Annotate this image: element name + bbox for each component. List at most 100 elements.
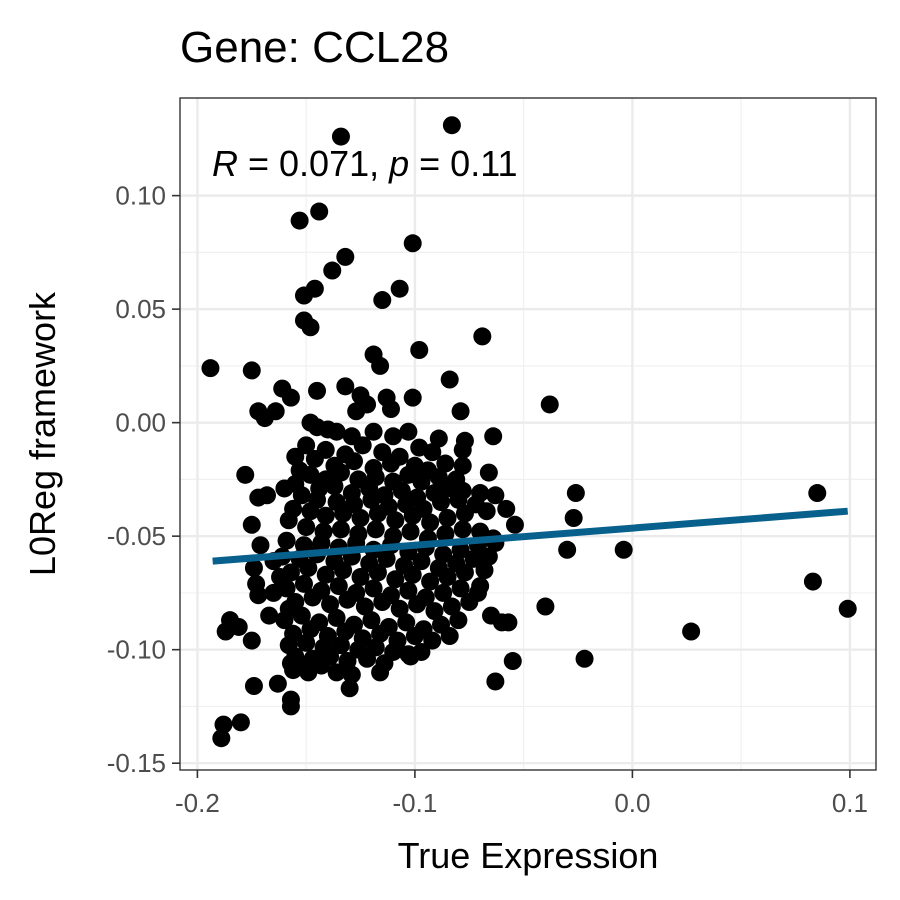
- data-point: [421, 572, 440, 591]
- data-point: [453, 520, 472, 539]
- data-point: [301, 318, 320, 337]
- data-point: [499, 613, 518, 632]
- data-point: [451, 402, 470, 421]
- data-point: [392, 481, 411, 500]
- plot-panel-border: [179, 97, 877, 771]
- data-point: [297, 518, 316, 537]
- data-point: [336, 247, 355, 266]
- data-point: [368, 563, 387, 582]
- x-tick-label: -0.1: [392, 788, 437, 818]
- data-point: [358, 395, 377, 414]
- regression-line: [212, 507, 848, 565]
- data-point: [327, 663, 346, 682]
- y-axis-title: L0Reg framework: [22, 291, 63, 576]
- data-point: [290, 211, 309, 230]
- data-point: [327, 422, 346, 441]
- data-point: [292, 606, 311, 625]
- data-point: [340, 679, 359, 698]
- data-point: [371, 663, 390, 682]
- data-point: [249, 586, 268, 605]
- data-point: [449, 611, 468, 630]
- data-point: [336, 622, 355, 641]
- data-point: [358, 649, 377, 668]
- data-point: [575, 649, 594, 668]
- data-point: [381, 454, 400, 473]
- data-point: [536, 597, 555, 616]
- data-point: [479, 547, 498, 566]
- data-point: [281, 388, 300, 407]
- data-point: [323, 261, 342, 280]
- data-point: [390, 599, 409, 618]
- data-point: [212, 729, 231, 748]
- data-points: [201, 116, 857, 748]
- y-tick-label: 0.00: [115, 408, 166, 438]
- data-point: [301, 620, 320, 639]
- chart-title: Gene: CCL28: [180, 23, 449, 72]
- data-point: [321, 595, 340, 614]
- data-point: [438, 509, 457, 527]
- data-point: [475, 561, 494, 580]
- data-point: [325, 477, 344, 496]
- data-point: [405, 627, 424, 646]
- data-point: [231, 713, 250, 732]
- data-point: [297, 633, 316, 652]
- data-point: [434, 545, 453, 564]
- data-point: [264, 583, 283, 602]
- data-point: [316, 565, 335, 584]
- data-point: [201, 359, 220, 378]
- data-point: [364, 579, 383, 598]
- data-point: [497, 499, 516, 518]
- data-point: [440, 627, 459, 646]
- data-point: [279, 511, 298, 530]
- data-point: [455, 504, 474, 523]
- data-point: [299, 558, 318, 577]
- data-point: [484, 427, 503, 446]
- data-point: [401, 647, 420, 666]
- data-point: [301, 413, 320, 432]
- data-point: [377, 549, 396, 568]
- y-tick-label: 0.05: [115, 294, 166, 324]
- data-point: [236, 465, 255, 484]
- data-point: [342, 665, 361, 684]
- data-point: [294, 536, 313, 555]
- y-tick-label: -0.05: [107, 521, 166, 551]
- data-point: [331, 463, 350, 482]
- data-point: [338, 590, 357, 609]
- data-point: [453, 456, 472, 475]
- data-point: [503, 652, 522, 671]
- data-point: [442, 116, 461, 135]
- x-axis-title: True Expression: [398, 835, 659, 876]
- data-point: [268, 674, 287, 693]
- data-point: [399, 422, 418, 441]
- data-point: [338, 652, 357, 671]
- data-point: [486, 672, 505, 691]
- data-point: [432, 493, 450, 512]
- data-point: [412, 552, 431, 571]
- data-point: [362, 611, 381, 630]
- data-point: [473, 327, 492, 346]
- data-point: [440, 370, 459, 389]
- data-point: [386, 570, 405, 589]
- data-point: [331, 636, 350, 655]
- y-tick-label: 0.10: [115, 181, 166, 211]
- data-point: [329, 577, 348, 596]
- p-symbol: p: [388, 143, 409, 184]
- data-point: [408, 595, 427, 614]
- data-point: [434, 583, 453, 602]
- data-point: [281, 697, 300, 716]
- data-point: [275, 611, 294, 630]
- data-point: [331, 127, 350, 146]
- data-point: [479, 463, 498, 482]
- correlation-annotation: R = 0.071, p = 0.11: [212, 143, 518, 184]
- x-axis: -0.2 -0.1 0.0 0.1: [175, 770, 868, 818]
- data-point: [301, 502, 320, 521]
- data-point: [244, 677, 263, 695]
- data-point: [412, 472, 431, 491]
- fit-line: [212, 507, 848, 565]
- data-point: [242, 515, 261, 534]
- data-point: [214, 715, 233, 734]
- data-point: [303, 588, 322, 607]
- data-point: [429, 429, 448, 448]
- data-point: [838, 599, 857, 618]
